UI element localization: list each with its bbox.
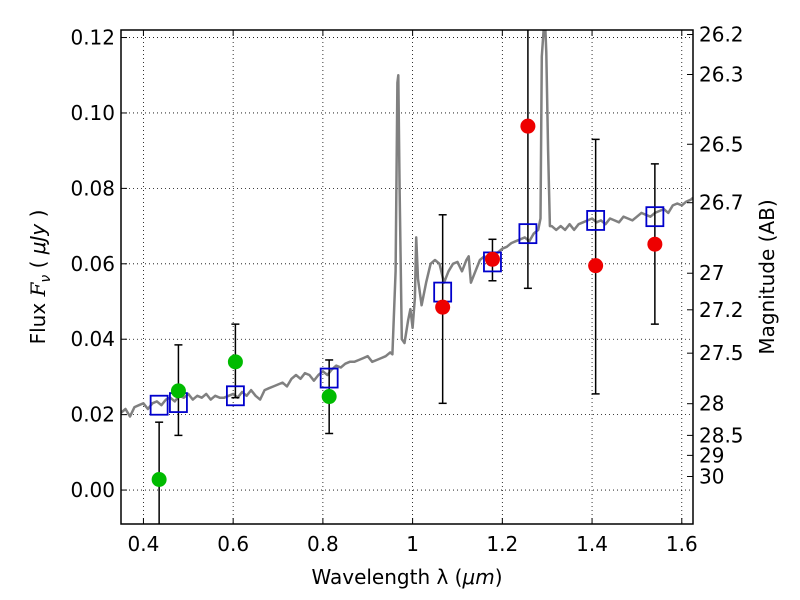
mag-tick-label: 27.5 <box>699 341 744 365</box>
y-tick-label: 0.04 <box>70 327 115 351</box>
mag-tick-label: 26.2 <box>699 23 744 47</box>
y-tick-label: 0.06 <box>70 252 115 276</box>
y-axis-label-subscript: ν <box>38 275 54 283</box>
mag-tick-label: 26.7 <box>699 191 744 215</box>
y-axis-label-prefix: Flux <box>26 296 50 344</box>
y-tick-label: 0.12 <box>70 26 115 50</box>
nir-data-point <box>520 118 536 134</box>
y-tick-label: 0.10 <box>70 101 115 125</box>
x-tick-label: 1.2 <box>486 532 518 556</box>
model-photometry-point <box>225 385 245 407</box>
plot-area <box>121 30 693 524</box>
nir-data-point <box>484 251 500 267</box>
x-axis-label-prefix: Wavelength λ ( <box>311 565 462 589</box>
y-axis-label: Flux Fν ( μJy ) <box>26 210 54 345</box>
optical-data-point <box>151 472 167 488</box>
y-tick-label: 0.08 <box>70 176 115 200</box>
x-tick-label: 0.6 <box>217 532 249 556</box>
optical-data-point <box>321 389 337 405</box>
optical-data-point <box>227 354 243 370</box>
optical-data-point <box>170 383 186 399</box>
x-tick-label: 0.8 <box>307 532 339 556</box>
mag-tick-label: 26.3 <box>699 62 744 86</box>
y-axis-label-unit: μJy <box>26 223 50 256</box>
x-tick-label: 1.6 <box>666 532 698 556</box>
nir-data-point <box>588 258 604 274</box>
y2-axis-label: Magnitude (AB) <box>755 199 779 354</box>
x-axis-label-suffix: ) <box>495 565 503 589</box>
nir-data-point <box>647 236 663 252</box>
model-photometry-point <box>149 394 169 416</box>
y-axis-label-unit-open: ( <box>26 254 50 275</box>
y-axis-label-symbol: F <box>26 281 50 297</box>
nir-data-point <box>435 299 451 315</box>
mag-tick-label: 28.5 <box>699 423 744 447</box>
x-tick-label: 0.4 <box>128 532 160 556</box>
model-photometry-point <box>645 206 665 228</box>
y-tick-label: 0.00 <box>70 478 115 502</box>
mag-tick-label: 26.5 <box>699 132 744 156</box>
model-photometry-point <box>518 223 538 245</box>
mag-tick-label: 27.2 <box>699 298 744 322</box>
model-photometry-point <box>319 367 339 389</box>
mag-tick-label: 29 <box>699 443 724 467</box>
mag-tick-label: 28 <box>699 392 724 416</box>
mag-tick-label: 30 <box>699 464 724 488</box>
y-axis-label-unit-close: ) <box>26 210 50 224</box>
y-tick-label: 0.02 <box>70 403 115 427</box>
x-tick-label: 1 <box>406 532 419 556</box>
axes: 0.4 0.6 0.8 1 1.2 1.4 1.6 0.00 0.02 0.04 0.06 0.08 0… <box>70 23 743 556</box>
mag-tick-label: 27 <box>699 261 724 285</box>
x-axis-label: Wavelength λ (μm) <box>311 565 502 589</box>
model-photometry-point <box>586 210 606 231</box>
x-tick-label: 1.4 <box>576 532 608 556</box>
plot-frame <box>120 29 694 525</box>
grid-lines <box>121 30 693 524</box>
x-axis-label-unit: μm <box>461 565 494 589</box>
spectrum-line <box>121 30 693 418</box>
